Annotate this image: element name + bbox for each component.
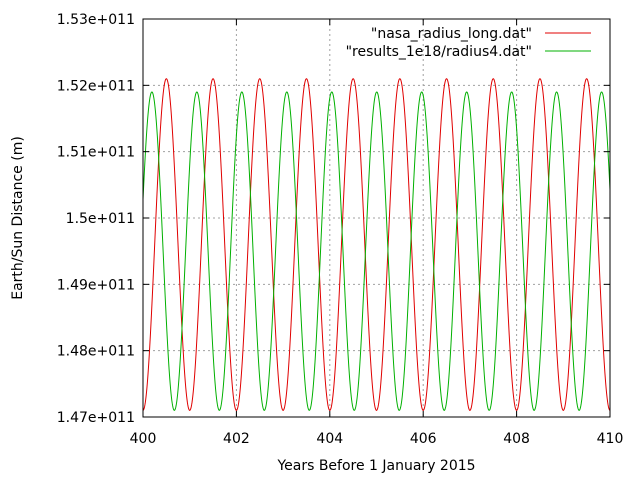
x-tick-label: 400 <box>130 431 157 447</box>
series-line-0 <box>143 78 610 411</box>
y-tick-label: 1.51e+011 <box>57 145 135 161</box>
x-tick-label: 402 <box>223 431 250 447</box>
y-tick-label: 1.48e+011 <box>57 344 135 360</box>
x-axis-label: Years Before 1 January 2015 <box>276 458 475 474</box>
y-tick-label: 1.47e+011 <box>57 410 135 426</box>
grid <box>143 19 610 417</box>
y-tick-label: 1.53e+011 <box>57 12 135 28</box>
legend-label: "nasa_radius_long.dat" <box>371 26 532 42</box>
legend-label: "results_1e18/radius4.dat" <box>346 44 532 60</box>
series-line-1 <box>143 91 610 411</box>
y-tick-label: 1.5e+011 <box>66 211 135 227</box>
x-tick-label: 408 <box>503 431 530 447</box>
x-tick-label: 410 <box>597 431 624 447</box>
y-tick-label: 1.49e+011 <box>57 277 135 293</box>
legend: "nasa_radius_long.dat" "results_1e18/radi… <box>346 26 591 60</box>
series-layer <box>143 78 610 411</box>
y-tick-label: 1.52e+011 <box>57 78 135 94</box>
y-axis-label: Earth/Sun Distance (m) <box>10 136 26 300</box>
axis-ticks: 400 402 404 406 408 410 1.47e+011 1.48e+011 1.49… <box>57 12 624 447</box>
x-tick-label: 406 <box>410 431 437 447</box>
x-tick-label: 404 <box>316 431 343 447</box>
